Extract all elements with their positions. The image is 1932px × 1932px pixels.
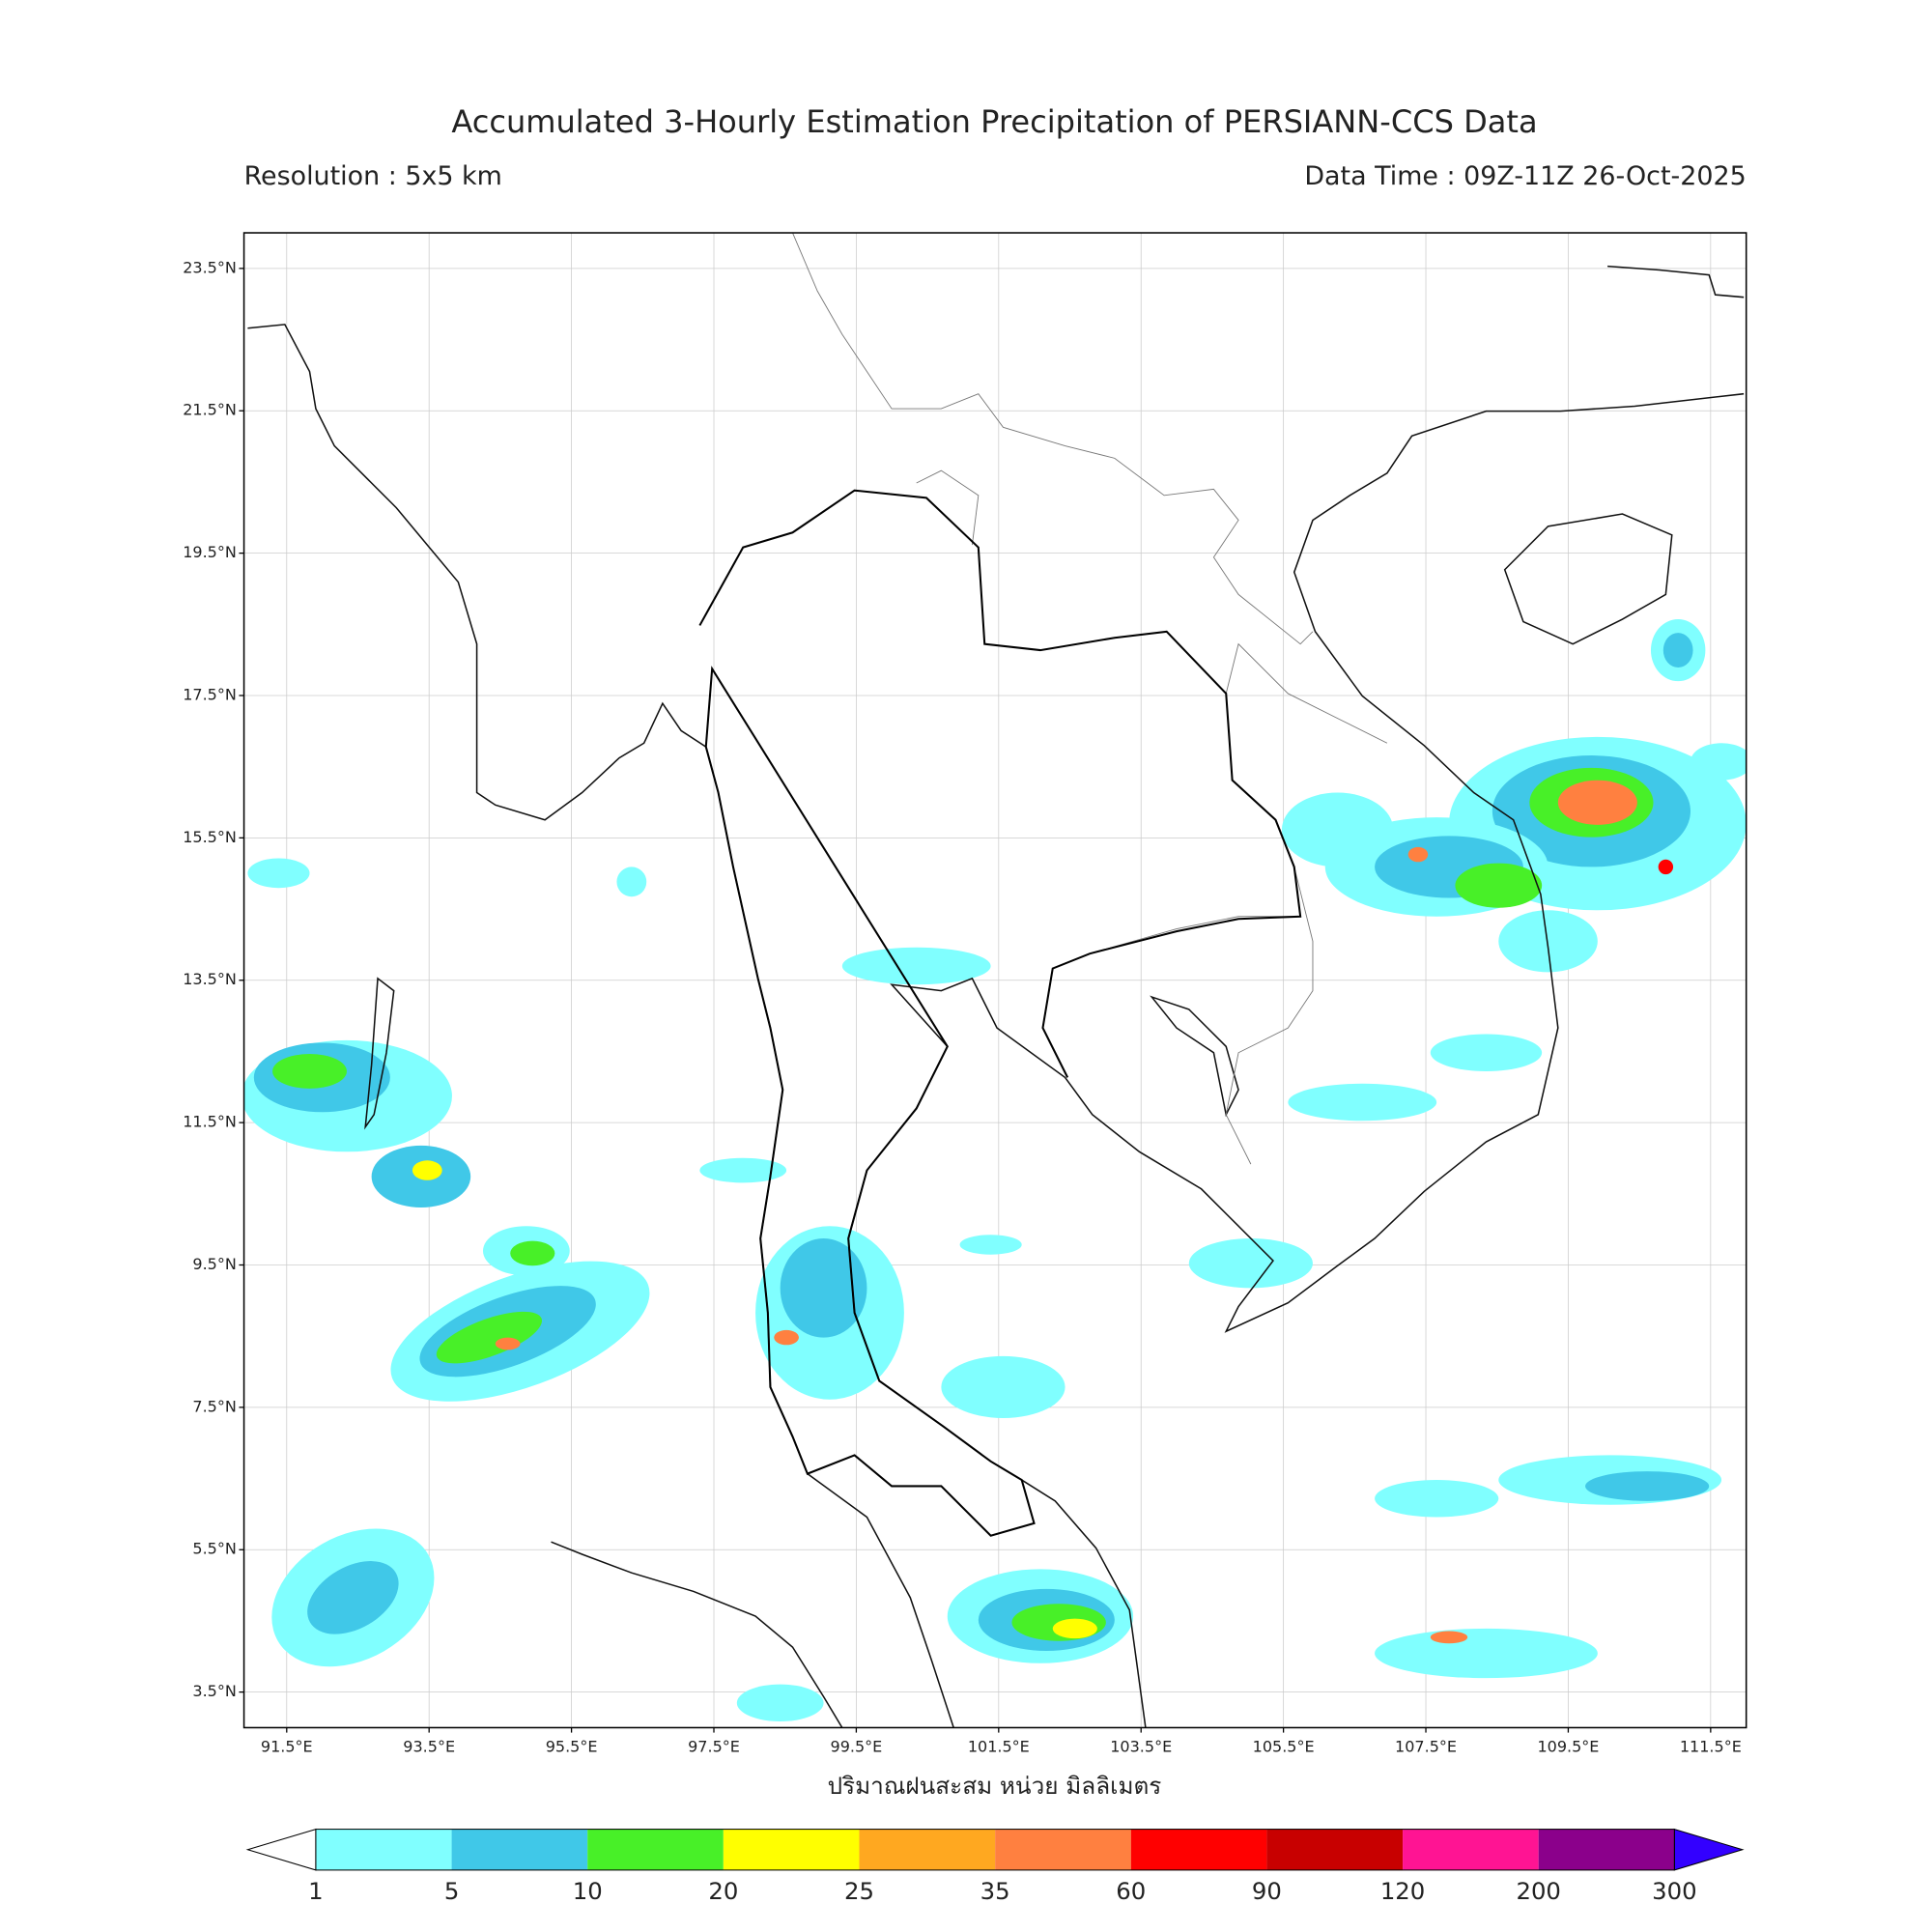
- colorbar-tick-label: 10: [573, 1877, 603, 1905]
- rain-area: [1658, 859, 1674, 875]
- lat-tick-label: 17.5°N: [183, 685, 237, 703]
- colorbar-tick-label: 5: [444, 1877, 460, 1905]
- lon-tick-label: 105.5°E: [1253, 1737, 1315, 1755]
- colorbar-tick-label: 300: [1652, 1877, 1696, 1905]
- rain-area: [247, 858, 310, 889]
- lon-tick-label: 95.5°E: [546, 1737, 598, 1755]
- colorbar-tick-label: 35: [980, 1877, 1010, 1905]
- rain-area: [510, 1240, 555, 1266]
- country-border: [792, 233, 1388, 1165]
- colorbar-segment: [1403, 1829, 1539, 1870]
- rain-area: [1407, 846, 1429, 863]
- lat-tick-label: 11.5°N: [183, 1113, 237, 1131]
- coastline: [1150, 995, 1239, 1118]
- lat-tick-label: 9.5°N: [192, 1255, 236, 1273]
- coastline: [364, 977, 395, 1130]
- colorbar-segment: [859, 1829, 996, 1870]
- rain-area: [1585, 1471, 1710, 1501]
- colorbar-segment: [451, 1829, 588, 1870]
- resolution: Resolution : 5x5 km: [244, 161, 502, 191]
- rain-area: [1690, 743, 1747, 781]
- rain-area: [272, 1054, 347, 1089]
- colorbar-segment: [1130, 1829, 1267, 1870]
- colorbar-segment: [587, 1829, 724, 1870]
- colorbar-under: [245, 1828, 317, 1871]
- rain-area: [436, 1311, 543, 1364]
- colorbar-segment: [315, 1829, 452, 1870]
- colorbar-segment: [723, 1829, 860, 1870]
- colorbar-segment: [1266, 1829, 1404, 1870]
- rain-area: [1430, 1034, 1543, 1071]
- lat-tick-label: 19.5°N: [183, 543, 237, 561]
- colorbar-tick-label: 90: [1252, 1877, 1282, 1905]
- colorbar-label: ปริมาณฝนสะสม หน่วย มิลลิเมตร: [828, 1772, 1162, 1800]
- rain-area: [1662, 633, 1693, 668]
- lat-tick-label: 3.5°N: [192, 1682, 236, 1700]
- lat-tick-label: 21.5°N: [183, 401, 237, 419]
- colorbar-tick-label: 25: [844, 1877, 874, 1905]
- title: Accumulated 3-Hourly Estimation Precipit…: [451, 103, 1537, 140]
- colorbar: 1 5 10 20 25 35 60 90 120 200 300: [245, 1828, 1745, 1905]
- rain-area: [1455, 863, 1543, 908]
- coastline: [551, 1541, 843, 1728]
- colorbar-over: [1673, 1828, 1745, 1871]
- lon-tick-label: 101.5°E: [968, 1737, 1030, 1755]
- precipitation: [243, 619, 1747, 1722]
- coastline: [1607, 265, 1745, 298]
- lat-tick-label: 7.5°N: [192, 1397, 236, 1415]
- rain-area: [1498, 910, 1598, 973]
- axis-ticks: 91.5°E 93.5°E 95.5°E 97.5°E 99.5°E 101.5°E 103…: [183, 258, 1742, 1755]
- colorbar-tick-label: 20: [708, 1877, 738, 1905]
- lon-tick-label: 103.5°E: [1110, 1737, 1172, 1755]
- rain-area: [307, 1561, 399, 1634]
- rain-area: [1430, 1631, 1468, 1644]
- coastline: [1503, 513, 1673, 645]
- lat-tick-label: 23.5°N: [183, 258, 237, 276]
- lon-tick-label: 93.5°E: [403, 1737, 455, 1755]
- lon-tick-label: 107.5°E: [1395, 1737, 1457, 1755]
- colorbar-tick-label: 1: [308, 1877, 324, 1905]
- data-time: Data Time : 09Z-11Z 26-Oct-2025: [1304, 161, 1746, 191]
- lon-tick-label: 109.5°E: [1537, 1737, 1599, 1755]
- rain-area: [1375, 1628, 1598, 1679]
- map-layer: [243, 233, 1747, 1728]
- rain-area: [1557, 780, 1637, 825]
- colorbar-segment: [995, 1829, 1131, 1870]
- rain-area: [1281, 792, 1394, 867]
- lon-tick-label: 99.5°E: [831, 1737, 883, 1755]
- lat-tick-label: 5.5°N: [192, 1540, 236, 1558]
- colorbar-tick-label: 60: [1116, 1877, 1146, 1905]
- lat-tick-label: 13.5°N: [183, 970, 237, 988]
- colorbar-tick-label: 200: [1516, 1877, 1560, 1905]
- rain-area: [1288, 1083, 1437, 1122]
- rain-area: [841, 947, 991, 985]
- lon-tick-label: 91.5°E: [261, 1737, 313, 1755]
- rain-area: [736, 1684, 824, 1722]
- lon-tick-label: 111.5°E: [1680, 1737, 1742, 1755]
- colorbar-frame: [315, 1829, 1675, 1871]
- rain-area: [1188, 1238, 1313, 1289]
- rain-area: [959, 1235, 1022, 1255]
- rain-area: [941, 1355, 1065, 1418]
- thailand-outline: [698, 489, 1302, 1537]
- rain-area: [495, 1337, 521, 1350]
- rain-area: [780, 1238, 867, 1338]
- rain-area: [1052, 1618, 1097, 1639]
- rain-area: [774, 1329, 799, 1346]
- lat-tick-label: 15.5°N: [183, 828, 237, 846]
- rain-area: [412, 1160, 442, 1180]
- colorbar-segment: [1538, 1829, 1675, 1870]
- lon-tick-label: 97.5°E: [688, 1737, 740, 1755]
- rain-area: [699, 1157, 787, 1183]
- rain-area: [616, 867, 647, 897]
- colorbar-tick-label: 120: [1380, 1877, 1425, 1905]
- rain-area: [1375, 1480, 1499, 1518]
